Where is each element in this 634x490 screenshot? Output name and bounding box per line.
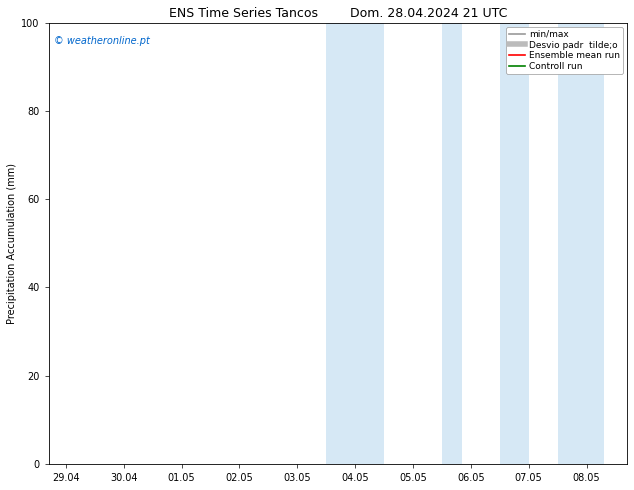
Legend: min/max, Desvio padr  tilde;o, Ensemble mean run, Controll run: min/max, Desvio padr tilde;o, Ensemble m… [507,27,623,74]
Text: © weatheronline.pt: © weatheronline.pt [55,36,150,46]
Bar [442,23,462,464]
Y-axis label: Precipitation Accumulation (mm): Precipitation Accumulation (mm) [7,163,17,324]
Bar [327,23,384,464]
Title: ENS Time Series Tancos        Dom. 28.04.2024 21 UTC: ENS Time Series Tancos Dom. 28.04.2024 2… [169,7,507,20]
Bar [500,23,529,464]
Bar [558,23,604,464]
